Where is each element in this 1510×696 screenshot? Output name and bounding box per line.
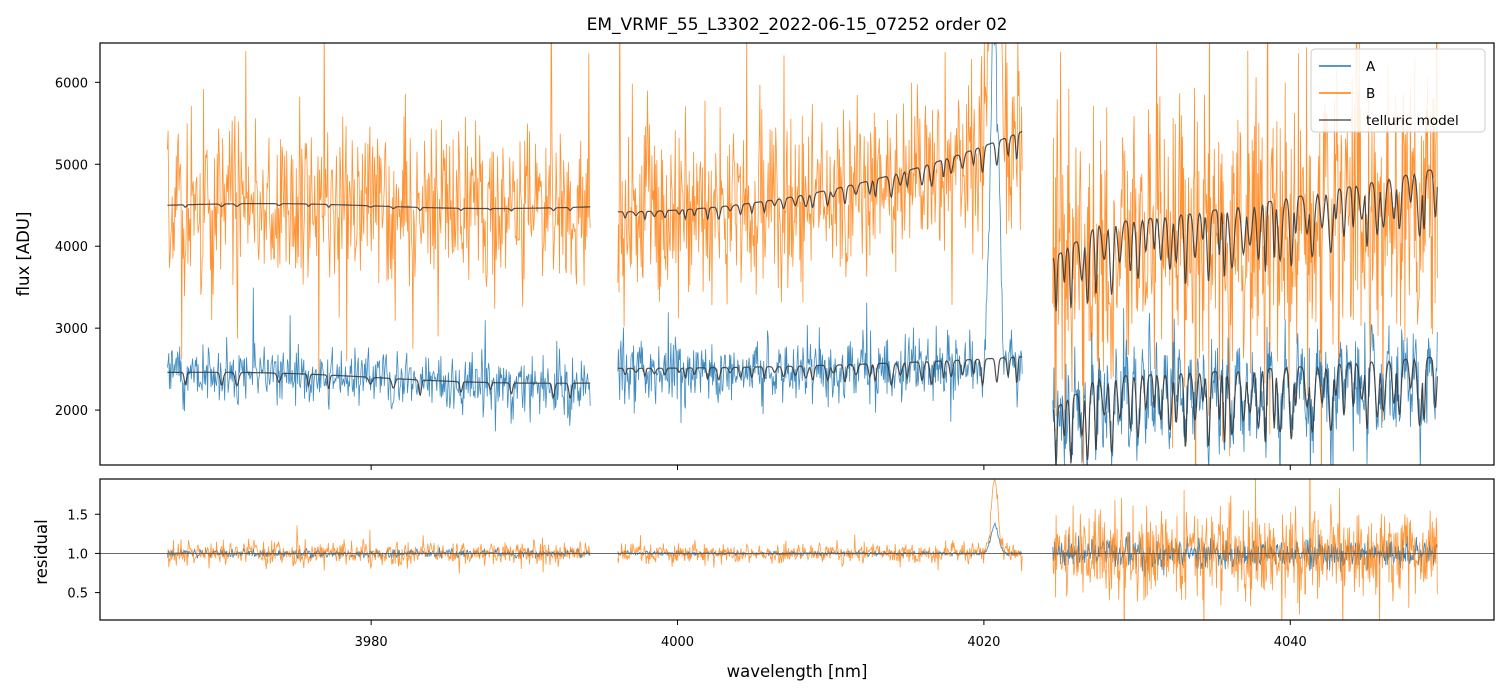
legend-label-b: B xyxy=(1366,86,1375,102)
flux-panel: 2000 3000 4000 5000 6000 flux [ADU] A B tell… xyxy=(14,42,1495,470)
residual-b-line xyxy=(617,479,1023,572)
flux-axes-frame xyxy=(99,42,1495,466)
series-b-line xyxy=(167,43,591,375)
telluric-model-a-line xyxy=(617,356,1023,388)
legend: A B telluric model xyxy=(1310,48,1486,133)
residual-b-line xyxy=(167,525,591,574)
series-a-line xyxy=(617,43,1023,423)
flux-y-tick-label: 3000 xyxy=(55,322,88,337)
residual-x-tick-label: 4000 xyxy=(661,635,694,650)
series-b-line xyxy=(617,43,1023,327)
residual-panel: 0.5 1.0 1.5 3980 4000 4020 4040 residual wave… xyxy=(32,478,1495,681)
residual-y-tick-label: 0.5 xyxy=(67,587,88,602)
residual-x-tick-label: 4040 xyxy=(1274,635,1307,650)
telluric-model-b-line xyxy=(1052,169,1438,312)
telluric-model-b-line xyxy=(617,130,1023,222)
residual-x-tick-label: 4020 xyxy=(967,635,1000,650)
telluric-model-a-line xyxy=(167,371,591,399)
flux-plot-area xyxy=(167,43,1438,465)
residual-x-tick-label: 3980 xyxy=(355,635,388,650)
flux-x-ticks xyxy=(370,465,1291,470)
telluric-model-b-line xyxy=(167,203,591,212)
flux-y-tick-label: 4000 xyxy=(55,240,88,255)
legend-box xyxy=(1310,48,1486,133)
residual-plot-area xyxy=(100,479,1494,620)
residual-y-tick-label: 1.5 xyxy=(67,508,88,523)
series-a-line xyxy=(167,287,591,432)
series-b-line xyxy=(1052,43,1438,465)
flux-y-tick-label: 6000 xyxy=(55,76,88,91)
flux-y-tick-label: 2000 xyxy=(55,404,88,419)
flux-y-tick-label: 5000 xyxy=(55,158,88,173)
residual-axes-frame xyxy=(99,478,1495,621)
flux-y-ticks: 2000 3000 4000 5000 6000 xyxy=(55,76,100,419)
legend-label-a: A xyxy=(1366,59,1376,75)
residual-b-line xyxy=(1052,479,1438,620)
residual-y-axis-label: residual xyxy=(32,519,51,584)
residual-x-ticks: 3980 4000 4020 4040 xyxy=(355,620,1307,650)
residual-y-ticks: 0.5 1.0 1.5 xyxy=(67,508,100,602)
legend-label-telluric: telluric model xyxy=(1366,113,1459,129)
telluric-model-a-line xyxy=(1052,356,1438,465)
flux-y-axis-label: flux [ADU] xyxy=(14,212,33,297)
chart-title: EM_VRMF_55_L3302_2022-06-15_07252 order … xyxy=(587,15,1008,35)
x-axis-label: wavelength [nm] xyxy=(727,662,868,681)
residual-y-tick-label: 1.0 xyxy=(67,547,88,562)
